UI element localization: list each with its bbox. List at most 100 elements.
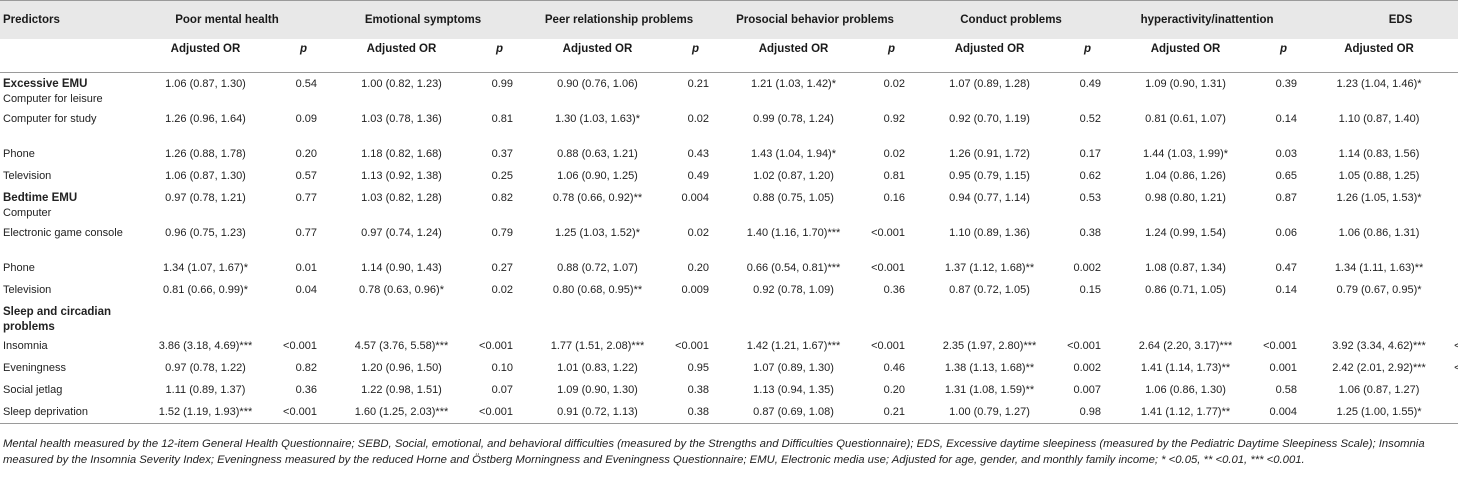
p-value-cell: 0.57: [295, 170, 317, 182]
p-value-cell: 0.79: [491, 227, 513, 239]
p-value-cell: 0.25: [491, 170, 513, 182]
adjusted-or-cell: 1.14 (0.83, 1.56): [1338, 148, 1420, 160]
group-header-emotional-symptoms: Emotional symptoms: [325, 0, 521, 39]
subheader-adjusted-or: Adjusted OR: [129, 39, 282, 73]
p-value-cell: 0.02: [687, 227, 710, 239]
predictor-label: Electronic game console: [3, 227, 123, 239]
p-value-cell: 0.36: [295, 384, 317, 396]
p-value-cell: 0.42: [1453, 143, 1458, 165]
p-value-cell: 0.57: [1453, 379, 1458, 401]
adjusted-or-cell: 0.97 (0.78, 1.21): [165, 192, 246, 204]
group-header-eds: EDS: [1305, 0, 1458, 39]
adjusted-or-cell: 1.42 (1.21, 1.67)***: [746, 340, 841, 352]
adjusted-or-cell: 1.26 (0.96, 1.64): [165, 113, 246, 125]
adjusted-or-cell: 1.23 (1.04, 1.46)*: [1336, 78, 1422, 90]
predictor-label: Computer for study: [3, 113, 97, 125]
adjusted-or-cell: 0.95 (0.79, 1.15): [949, 170, 1030, 182]
p-value-cell: 0.37: [491, 148, 513, 160]
group-header-prosocial-behavior-problems: Prosocial behavior problems: [717, 0, 914, 39]
adjusted-or-cell: 1.03 (0.78, 1.36): [361, 113, 442, 125]
p-value-cell: 0.10: [491, 362, 513, 374]
table-footnote: Mental health measured by the 12-item Ge…: [3, 438, 1425, 466]
predictor-label: Television: [3, 170, 52, 182]
subheader-p: p: [1262, 39, 1306, 73]
subheader-adjusted-or: Adjusted OR: [325, 39, 478, 73]
p-value-cell: 0.77: [295, 227, 317, 239]
group-header-row: Predictors Poor mental health Emotional …: [0, 0, 1458, 39]
adjusted-or-cell: 1.10 (0.87, 1.40): [1338, 113, 1420, 125]
subheader-p: p: [870, 39, 914, 73]
p-value-cell: 0.60: [1453, 165, 1458, 187]
p-value-cell: 0.001: [1269, 362, 1298, 374]
subheader-p: p: [282, 39, 325, 73]
subheader-row: Adjusted OR p Adjusted OR p Adjusted OR …: [0, 39, 1458, 73]
p-value-cell: 0.65: [1275, 170, 1298, 182]
table-row: Phone 1.26 (0.88, 1.78) 0.20 1.18 (0.82, 1.…: [0, 143, 1458, 165]
adjusted-or-cell: 0.99 (0.78, 1.24): [753, 113, 834, 125]
adjusted-or-cell: 1.43 (1.04, 1.94)*: [751, 148, 837, 160]
p-value-cell: 0.007: [1073, 384, 1102, 396]
table-row: Excessive EMU Computer for leisure 1.06 (0…: [0, 73, 1458, 109]
adjusted-or-cell: 1.13 (0.92, 1.38): [361, 170, 442, 182]
p-value-cell: 0.38: [674, 401, 718, 424]
p-value-cell: 0.02: [883, 148, 906, 160]
p-value-cell: 0.38: [687, 384, 710, 396]
adjusted-or-cell: 1.22 (0.98, 1.51): [361, 384, 442, 396]
p-value-cell: 0.20: [295, 148, 317, 160]
adjusted-or-cell: 1.14 (0.90, 1.43): [361, 262, 442, 274]
adjusted-or-cell: 1.25 (1.00, 1.55)*: [1305, 401, 1454, 424]
adjusted-or-cell: 1.37 (1.12, 1.68)**: [944, 262, 1035, 274]
p-value-cell: <0.001: [1067, 340, 1102, 352]
subheader-p: p: [1453, 39, 1458, 73]
group-header-conduct-problems: Conduct problems: [913, 0, 1110, 39]
adjusted-or-cell: 1.60 (1.25, 2.03)***: [325, 401, 478, 424]
adjusted-or-cell: 0.97 (0.78, 1.22): [165, 362, 246, 374]
p-value-cell: 0.15: [1079, 284, 1102, 296]
adjusted-or-cell: 0.78 (0.66, 0.92)**: [552, 192, 643, 204]
adjusted-or-cell: 1.13 (0.94, 1.35): [753, 384, 834, 396]
adjusted-or-cell: 1.07 (0.89, 1.30): [753, 362, 834, 374]
p-value-cell: 0.46: [883, 362, 906, 374]
p-value-cell: 0.07: [491, 384, 513, 396]
adjusted-or-cell: 0.88 (0.75, 1.05): [753, 192, 834, 204]
p-value-cell: 0.09: [295, 113, 317, 125]
p-value-cell: <0.001: [1454, 362, 1458, 374]
table-row: Eveningness 0.97 (0.78, 1.22) 0.82 1.20 (0.…: [0, 357, 1458, 379]
predictor-label: Sleep deprivation: [0, 401, 129, 424]
p-value-cell: 0.81: [883, 170, 906, 182]
table-row: Sleep deprivation 1.52 (1.19, 1.93)*** <0.…: [0, 401, 1458, 424]
p-value-cell: <0.001: [871, 340, 906, 352]
predictor-label: Phone: [3, 262, 35, 274]
p-value-cell: 0.06: [1275, 227, 1298, 239]
adjusted-or-cell: 1.02 (0.87, 1.20): [753, 170, 834, 182]
section-filler-cell: [129, 301, 1458, 335]
p-value-cell: 0.02: [1453, 187, 1458, 222]
subheader-adjusted-or: Adjusted OR: [521, 39, 674, 73]
subheader-adjusted-or: Adjusted OR: [913, 39, 1067, 73]
adjusted-or-cell: 1.18 (0.82, 1.68): [361, 148, 442, 160]
adjusted-or-cell: 1.77 (1.51, 2.08)***: [550, 340, 645, 352]
subheader-adjusted-or: Adjusted OR: [717, 39, 871, 73]
p-value-cell: 0.14: [1275, 113, 1298, 125]
p-value-cell: 0.87: [1275, 192, 1298, 204]
predictor-label: Eveningness: [3, 362, 66, 374]
p-value-cell: 0.14: [1275, 284, 1298, 296]
predictor-label: Social jetlag: [3, 384, 63, 396]
adjusted-or-cell: 1.26 (0.88, 1.78): [165, 148, 246, 160]
p-value-cell: 0.21: [687, 78, 710, 90]
table-body: Excessive EMU Computer for leisure 1.06 (0…: [0, 73, 1458, 424]
table-row: Electronic game console 0.96 (0.75, 1.23)…: [0, 222, 1458, 257]
p-value-cell: 0.003: [1453, 257, 1458, 279]
p-value-cell: 0.53: [1079, 192, 1102, 204]
adjusted-or-cell: 2.42 (2.01, 2.92)***: [1332, 362, 1426, 374]
adjusted-or-cell: 3.86 (3.18, 4.69)***: [158, 340, 253, 352]
table-row: Bedtime EMU Computer 0.97 (0.78, 1.21) 0.77…: [0, 187, 1458, 222]
adjusted-or-cell: 0.87 (0.72, 1.05): [949, 284, 1030, 296]
p-value-cell: 0.21: [870, 401, 914, 424]
p-value-cell: 0.81: [491, 113, 513, 125]
adjusted-or-cell: 1.06 (0.87, 1.27): [1338, 384, 1420, 396]
results-table: Predictors Poor mental health Emotional …: [0, 0, 1458, 424]
adjusted-or-cell: 0.94 (0.77, 1.14): [949, 192, 1030, 204]
adjusted-or-cell: 1.05 (0.88, 1.25): [1338, 170, 1420, 182]
adjusted-or-cell: 0.97 (0.74, 1.24): [361, 227, 442, 239]
